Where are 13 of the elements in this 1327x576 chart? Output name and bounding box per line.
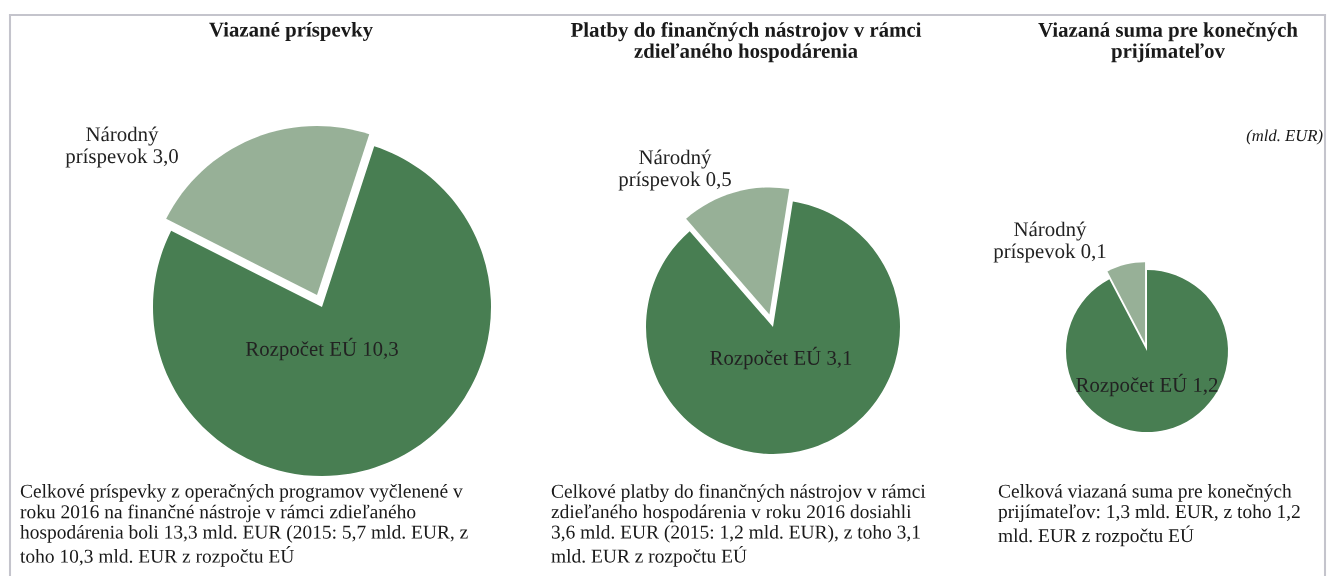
text: Celková viazaná suma pre konečných prijímateľov: 1,3 mld. EUR, z toho 1,2 mld. EUR z rozpočtu EÚ [998, 484, 1300, 547]
slice-label: Rozpočet EÚ 1,2 [1076, 373, 1218, 397]
text: Celkové príspevky z operačných programov vyčlenené v roku 2016 na finančné nástroje v rámci zdieľaného hospodárenia boli 13,3 mld. EUR (2015: 5,7 mld. EUR, z toho 10,3 mld. EUR z rozpočtu EÚ [20, 484, 468, 567]
text: (mld. EUR) [1246, 129, 1323, 145]
slice-label: Národný príspevok 0,1 [993, 221, 1106, 263]
slice-label: Národný príspevok 0,5 [618, 149, 731, 191]
slice-label: Rozpočet EÚ 10,3 [245, 337, 398, 361]
slice-label: Rozpočet EÚ 3,1 [710, 346, 852, 370]
text: Celkové platby do finančných nástrojov v rámci zdieľaného hospodárenia v roku 2016 dosiahli 3,6 mld. EUR (2015: 1,2 mld. EUR), z toho 3,1 mld. EUR z rozpočtu EÚ [551, 484, 926, 567]
slice-label: Národný príspevok 3,0 [65, 126, 178, 168]
chart-title: Viazané príspevky [209, 22, 373, 41]
chart-title: Viazaná suma pre konečných prijímateľov [1038, 22, 1298, 63]
chart-title: Platby do finančných nástrojov v rámci zdieľaného hospodárenia [570, 22, 922, 63]
